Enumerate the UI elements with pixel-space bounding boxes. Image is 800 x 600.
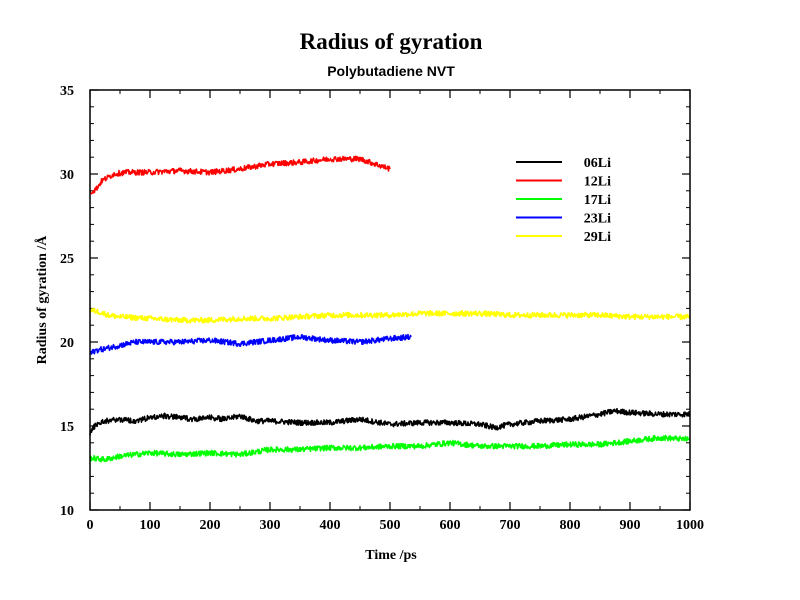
x-tick-label: 400 bbox=[320, 518, 341, 533]
y-tick-label: 30 bbox=[60, 168, 74, 183]
y-tick-label: 35 bbox=[60, 84, 74, 99]
x-tick-label: 300 bbox=[260, 518, 281, 533]
x-tick-label: 700 bbox=[500, 518, 521, 533]
y-tick-labels: 10 15 20 25 30 35 bbox=[60, 84, 74, 519]
y-tick-label: 15 bbox=[60, 420, 74, 435]
x-axis-label: Time /ps bbox=[365, 548, 417, 563]
x-tick-label: 800 bbox=[560, 518, 581, 533]
series-line-23Li bbox=[89, 333, 412, 355]
x-tick-label: 600 bbox=[440, 518, 461, 533]
series-line-12Li bbox=[89, 155, 391, 195]
y-tick-label: 20 bbox=[60, 336, 74, 351]
chart-subtitle: Polybutadiene NVT bbox=[327, 63, 455, 79]
y-axis-label: Radius of gyration /Å bbox=[34, 235, 50, 365]
legend-label-17Li: 17Li bbox=[584, 193, 611, 208]
chart-title: Radius of gyration bbox=[300, 29, 483, 54]
y-tick-label: 25 bbox=[60, 252, 74, 267]
series-layer bbox=[89, 155, 691, 463]
series-line-06Li bbox=[89, 407, 691, 436]
x-tick-label: 500 bbox=[380, 518, 401, 533]
x-tick-label: 900 bbox=[620, 518, 641, 533]
legend-label-06Li: 06Li bbox=[584, 156, 611, 171]
legend-label-23Li: 23Li bbox=[584, 212, 611, 227]
x-tick-label: 200 bbox=[200, 518, 221, 533]
series-line-29Li bbox=[89, 307, 691, 324]
series-line-17Li bbox=[89, 434, 691, 463]
y-tick-label: 10 bbox=[60, 504, 74, 519]
legend-label-29Li: 29Li bbox=[584, 230, 611, 245]
legend: 06Li 12Li 17Li 23Li 29Li bbox=[516, 156, 611, 245]
x-tick-label: 0 bbox=[87, 518, 94, 533]
plot-frame bbox=[89, 89, 691, 511]
legend-label-12Li: 12Li bbox=[584, 175, 611, 190]
x-tick-labels: 0 100 200 300 400 500 600 700 800 900 1000 bbox=[87, 518, 705, 533]
x-tick-label: 1000 bbox=[676, 518, 704, 533]
x-tick-label: 100 bbox=[140, 518, 161, 533]
